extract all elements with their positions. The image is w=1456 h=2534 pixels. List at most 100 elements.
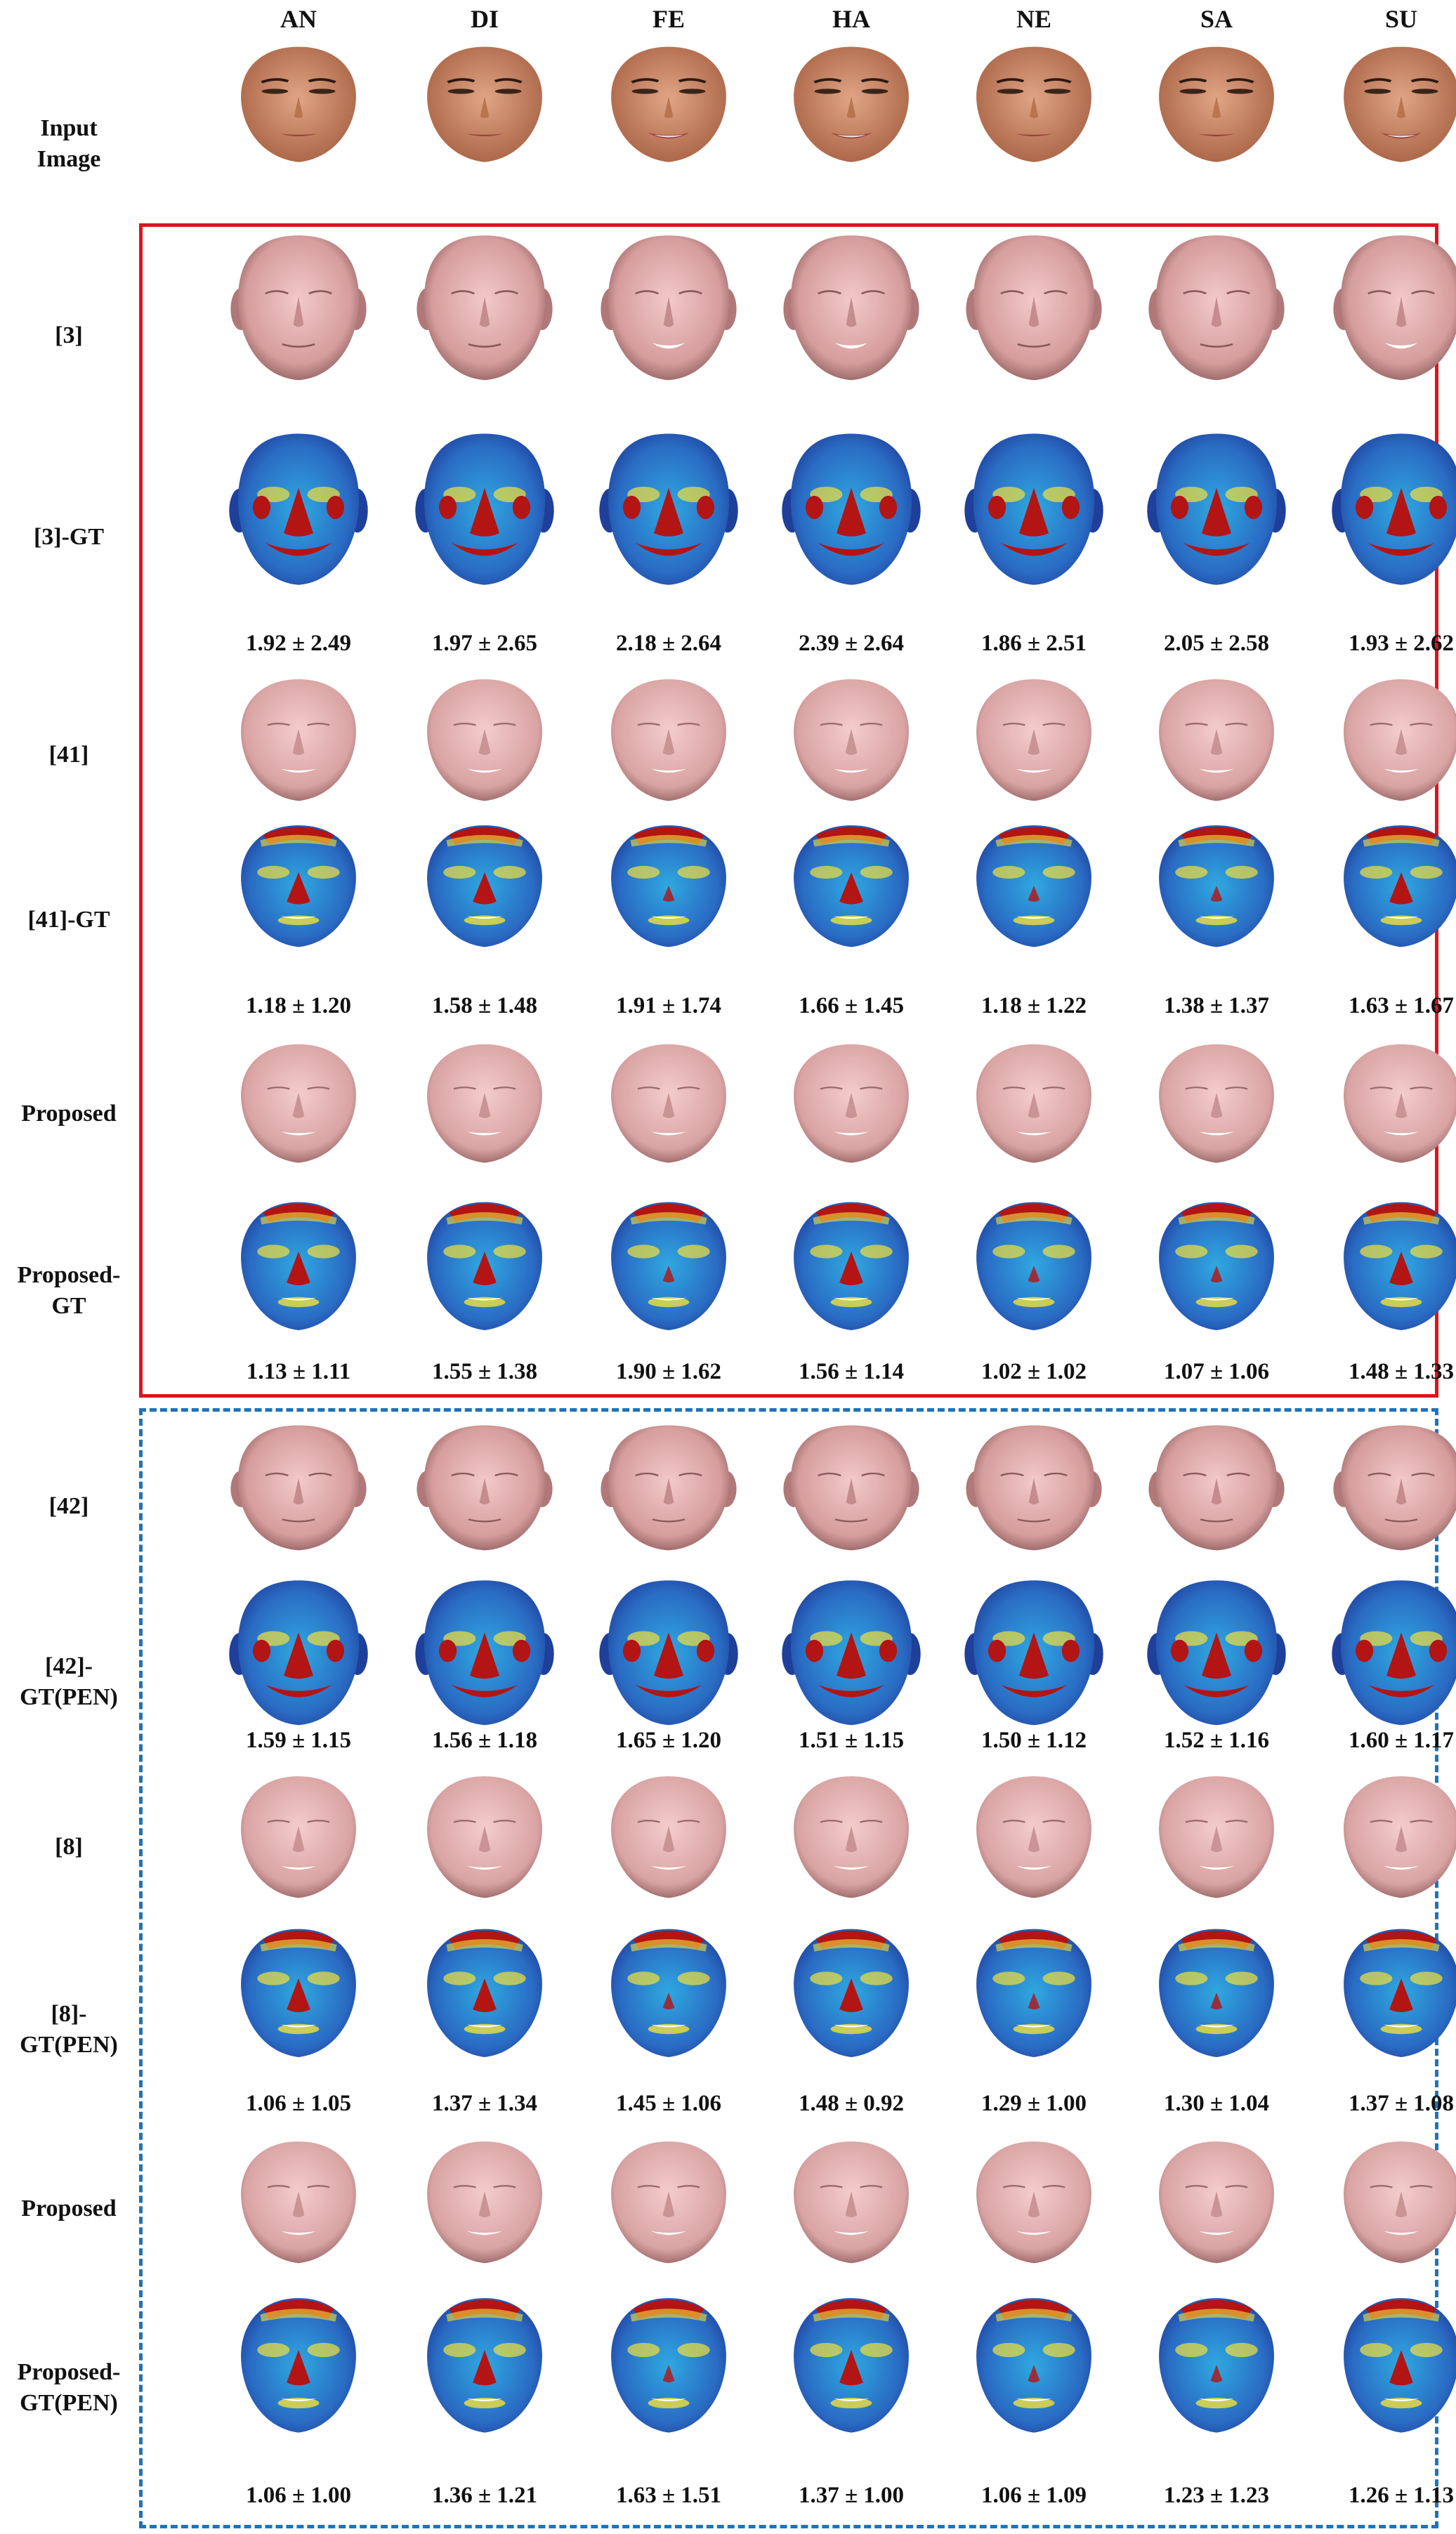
error-stat: 1.59 ± 1.15 bbox=[245, 1728, 352, 1753]
headmesh-ne bbox=[960, 232, 1108, 386]
error-stat: 1.66 ± 1.45 bbox=[798, 993, 905, 1018]
faceheat-fe bbox=[595, 1922, 742, 2063]
headheat2-sa bbox=[1143, 1577, 1290, 1731]
faceheat-ha bbox=[778, 819, 925, 952]
error-stat: 1.26 ± 1.13 bbox=[1348, 2483, 1455, 2508]
photo-fe bbox=[595, 41, 742, 167]
facemesh-su bbox=[1327, 673, 1456, 806]
headmesh2-ne bbox=[960, 1422, 1108, 1556]
faceheat-fe bbox=[595, 1195, 742, 1336]
error-stat: 1.91 ± 1.74 bbox=[615, 993, 722, 1018]
error-stat: 1.90 ± 1.62 bbox=[615, 1359, 722, 1384]
error-stat: 1.18 ± 1.22 bbox=[980, 993, 1087, 1018]
facemesh-su bbox=[1327, 1770, 1456, 1903]
faceheat-fe bbox=[595, 819, 742, 952]
headheat2-su bbox=[1327, 1577, 1456, 1731]
error-stat: 1.29 ± 1.00 bbox=[980, 2091, 1087, 2116]
photo-ne bbox=[960, 41, 1108, 167]
error-stat: 1.58 ± 1.48 bbox=[431, 993, 538, 1018]
faceheat-ne bbox=[960, 1922, 1108, 2063]
headmesh2-an bbox=[225, 1422, 372, 1556]
headheat2-fe bbox=[595, 1577, 742, 1731]
faceheat-fe bbox=[595, 2291, 742, 2438]
facemesh-fe bbox=[595, 673, 742, 806]
photo-su bbox=[1327, 41, 1456, 167]
headheat2-ne bbox=[960, 1577, 1108, 1731]
facemesh-di bbox=[411, 673, 558, 806]
row-label: [41]-GT bbox=[27, 907, 110, 933]
headheat-ne bbox=[960, 430, 1108, 591]
faceheat-sa bbox=[1143, 1195, 1290, 1336]
faceheat-ha bbox=[778, 2291, 925, 2438]
row-label: [8] bbox=[55, 1834, 83, 1860]
facemesh-sa bbox=[1143, 1770, 1290, 1903]
error-stat: 1.45 ± 1.06 bbox=[615, 2091, 722, 2116]
error-stat: 1.36 ± 1.21 bbox=[431, 2483, 538, 2508]
photo-an bbox=[225, 41, 372, 167]
headmesh-an bbox=[225, 232, 372, 386]
column-header-fe: FE bbox=[652, 5, 685, 33]
headheat-su bbox=[1327, 430, 1456, 591]
error-stat: 1.06 ± 1.00 bbox=[245, 2483, 352, 2508]
headmesh-fe bbox=[595, 232, 742, 386]
faceheat-ne bbox=[960, 819, 1108, 952]
facemesh-ha bbox=[778, 1038, 925, 1168]
error-stat: 1.37 ± 1.08 bbox=[1348, 2091, 1455, 2116]
headmesh2-fe bbox=[595, 1422, 742, 1556]
facemesh-an bbox=[225, 1038, 372, 1168]
error-stat: 1.86 ± 2.51 bbox=[980, 631, 1087, 656]
error-stat: 1.18 ± 1.20 bbox=[245, 993, 352, 1018]
photo-ha bbox=[778, 41, 925, 167]
photo-sa bbox=[1143, 41, 1290, 167]
faceheat-an bbox=[225, 2291, 372, 2438]
facemesh-an bbox=[225, 1770, 372, 1903]
faceheat-su bbox=[1327, 1195, 1456, 1336]
facemesh-an bbox=[225, 2135, 372, 2269]
faceheat-ha bbox=[778, 1195, 925, 1336]
row-label: Proposed bbox=[21, 2195, 117, 2221]
row-label: [3] bbox=[55, 322, 83, 348]
error-stat: 1.48 ± 0.92 bbox=[798, 2091, 905, 2116]
faceheat-ha bbox=[778, 1922, 925, 2063]
error-stat: 1.48 ± 1.33 bbox=[1348, 1359, 1455, 1384]
facemesh-fe bbox=[595, 1770, 742, 1903]
faceheat-an bbox=[225, 1922, 372, 2063]
faceheat-ne bbox=[960, 1195, 1108, 1336]
facemesh-di bbox=[411, 2135, 558, 2269]
error-stat: 1.65 ± 1.20 bbox=[615, 1728, 722, 1753]
error-stat: 1.97 ± 2.65 bbox=[431, 631, 538, 656]
faceheat-an bbox=[225, 1195, 372, 1336]
facemesh-sa bbox=[1143, 1038, 1290, 1168]
facemesh-di bbox=[411, 1038, 558, 1168]
error-stat: 1.60 ± 1.17 bbox=[1348, 1728, 1455, 1753]
faceheat-an bbox=[225, 819, 372, 952]
error-stat: 1.37 ± 1.34 bbox=[431, 2091, 538, 2116]
faceheat-di bbox=[411, 1922, 558, 2063]
headheat2-an bbox=[225, 1577, 372, 1731]
facemesh-sa bbox=[1143, 673, 1290, 806]
facemesh-ne bbox=[960, 1770, 1108, 1903]
error-stat: 1.63 ± 1.67 bbox=[1348, 993, 1455, 1018]
headmesh2-di bbox=[411, 1422, 558, 1556]
row-label: [8]- GT(PEN) bbox=[20, 2001, 118, 2058]
error-stat: 1.63 ± 1.51 bbox=[615, 2483, 722, 2508]
photo-di bbox=[411, 41, 558, 167]
facemesh-di bbox=[411, 1770, 558, 1903]
headmesh-ha bbox=[778, 232, 925, 386]
row-label: Proposed bbox=[21, 1101, 117, 1127]
faceheat-su bbox=[1327, 819, 1456, 952]
error-stat: 1.02 ± 1.02 bbox=[980, 1359, 1087, 1384]
facemesh-fe bbox=[595, 1038, 742, 1168]
column-header-sa: SA bbox=[1200, 5, 1233, 33]
method-group-frame-red bbox=[139, 223, 1438, 1398]
faceheat-su bbox=[1327, 2291, 1456, 2438]
facemesh-su bbox=[1327, 2135, 1456, 2269]
row-label: Proposed- GT bbox=[17, 1262, 121, 1319]
error-stat: 1.50 ± 1.12 bbox=[980, 1728, 1087, 1753]
row-label: [42]- GT(PEN) bbox=[20, 1653, 118, 1710]
error-stat: 1.93 ± 2.62 bbox=[1348, 631, 1455, 656]
facemesh-ha bbox=[778, 2135, 925, 2269]
column-header-an: AN bbox=[280, 5, 317, 33]
error-stat: 2.18 ± 2.64 bbox=[615, 631, 722, 656]
